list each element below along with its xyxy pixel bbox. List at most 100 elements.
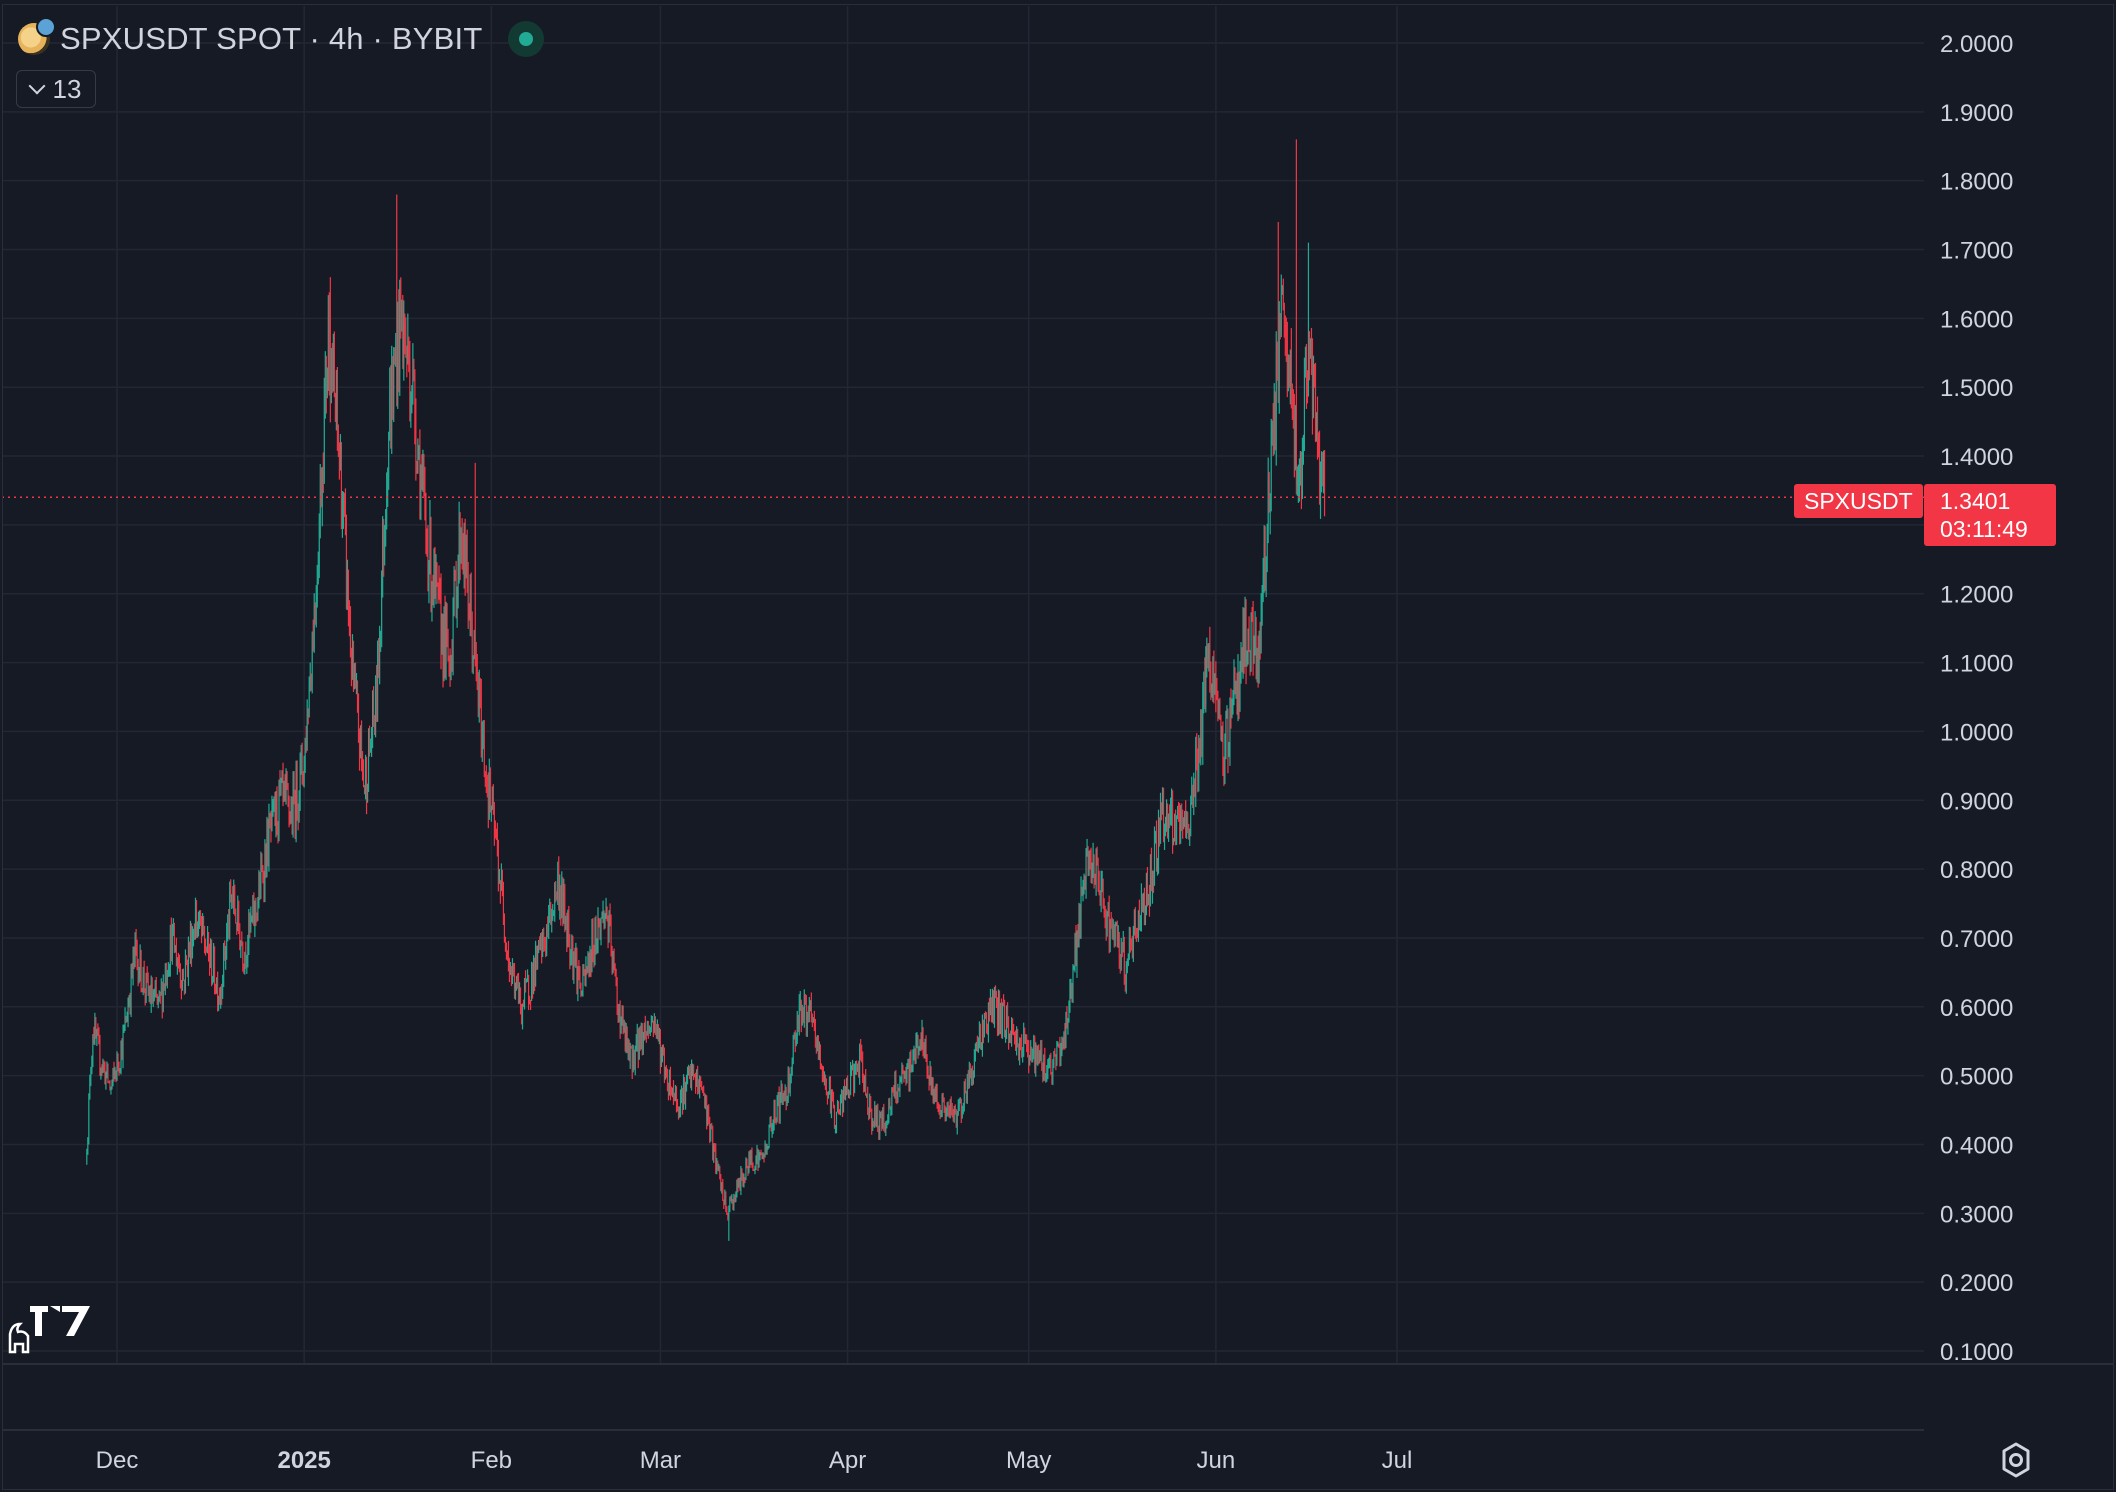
symbol-title[interactable]: SPXUSDT SPOT · 4h · BYBIT (60, 21, 483, 56)
candle-body (773, 1100, 775, 1123)
candle-body (1222, 733, 1224, 767)
candle-body (1058, 1044, 1060, 1046)
candle-body (266, 826, 268, 875)
candle-body (774, 1100, 776, 1119)
candle-body (982, 1023, 983, 1049)
candle-body (867, 1093, 869, 1113)
candle-body (870, 1098, 872, 1109)
candle-body (1114, 924, 1116, 940)
candle-body (417, 447, 419, 467)
candle-body (1120, 944, 1122, 963)
candle-body (394, 357, 396, 361)
candle-body (746, 1158, 748, 1167)
candle-body (218, 997, 219, 1005)
candle-body (1017, 1033, 1018, 1048)
candle-body (428, 567, 430, 583)
candle-body (691, 1067, 692, 1083)
candle-body (672, 1088, 673, 1095)
candle-body (382, 532, 384, 586)
candle-body (1203, 673, 1205, 698)
candle-body (597, 918, 599, 943)
candle-body (713, 1146, 715, 1159)
candle-body (1209, 645, 1211, 678)
tradingview-logo[interactable] (6, 1298, 92, 1354)
candle-body (610, 923, 612, 953)
candle-body (1131, 945, 1133, 951)
candle-body (1269, 495, 1271, 512)
candle-body (306, 708, 308, 749)
candle-body (881, 1114, 883, 1124)
tradingview-logo-mark (30, 1306, 90, 1336)
candle-body (1122, 941, 1124, 947)
candle-body (1308, 338, 1309, 387)
candle-body (211, 946, 212, 982)
candle-body (787, 1070, 789, 1098)
candle-body (904, 1073, 906, 1076)
candle-body (1087, 846, 1089, 867)
candle-body (187, 960, 188, 975)
candle-body (1037, 1052, 1039, 1059)
candle-body (430, 521, 432, 603)
candle-body (561, 883, 563, 914)
candle-body (878, 1127, 880, 1135)
candle-body (931, 1083, 933, 1090)
candle-body (571, 944, 573, 956)
candle-body (107, 1064, 109, 1082)
candle-body (884, 1125, 886, 1130)
candle-body (595, 922, 597, 944)
gear-icon[interactable] (1996, 1440, 2036, 1480)
candle-body (1130, 945, 1132, 947)
chart-header: SPXUSDT SPOT · 4h · BYBIT (18, 17, 545, 60)
indicators-collapse-button[interactable]: 13 (16, 70, 96, 108)
candle-body (1068, 1009, 1070, 1022)
candle-body (117, 1056, 119, 1066)
candle-body (1093, 855, 1095, 882)
candle-body (145, 973, 147, 995)
candle-body (1305, 367, 1306, 375)
candle-body (628, 1045, 630, 1061)
candle-body (569, 941, 571, 959)
candle-body (173, 925, 175, 953)
candle-body (1241, 654, 1243, 664)
gear-center (2009, 1453, 2023, 1467)
candle-body (219, 997, 221, 1003)
candle-body (553, 911, 555, 913)
candle-body (818, 1040, 819, 1053)
candle-body (462, 550, 464, 574)
candle-body (972, 1075, 974, 1080)
candle-body (668, 1091, 669, 1093)
candle-body (975, 1045, 976, 1055)
candle-body (1022, 1055, 1024, 1057)
candle-body (864, 1076, 866, 1089)
candle-body (1313, 378, 1314, 418)
candle-body (1174, 815, 1175, 839)
price-tick-label: 1.5000 (1940, 375, 2013, 402)
candle-body (214, 952, 215, 990)
candle-body (1165, 822, 1166, 836)
candle-body (535, 947, 536, 987)
candle-body (572, 944, 574, 973)
candle-body (764, 1145, 766, 1157)
candle-body (677, 1104, 678, 1109)
candle-body (604, 914, 606, 918)
candle-body (1195, 747, 1197, 797)
market-status-icon[interactable] (508, 21, 545, 57)
candle-body (482, 734, 484, 737)
candle-body (1231, 703, 1233, 716)
price-axis[interactable]: 2.0000 1.9000 1.8000 1.7000 1.6000 1.5000 1.40… (1940, 31, 2013, 1366)
candle-body (947, 1106, 949, 1110)
candle-body (1210, 677, 1212, 692)
candle-body (1066, 1013, 1068, 1027)
candle-body (139, 951, 141, 976)
candle-body (681, 1092, 682, 1098)
candle-body (1242, 617, 1244, 664)
time-axis[interactable]: Dec 2025 Feb Mar Apr May Jun Jul (96, 1447, 1413, 1474)
candle-body (981, 1048, 982, 1050)
candle-body (809, 1001, 811, 1006)
candle-body (216, 979, 217, 991)
candle-body (172, 925, 174, 929)
candle-body (478, 684, 480, 708)
candle-body (976, 1042, 977, 1046)
candle-body (155, 986, 157, 997)
